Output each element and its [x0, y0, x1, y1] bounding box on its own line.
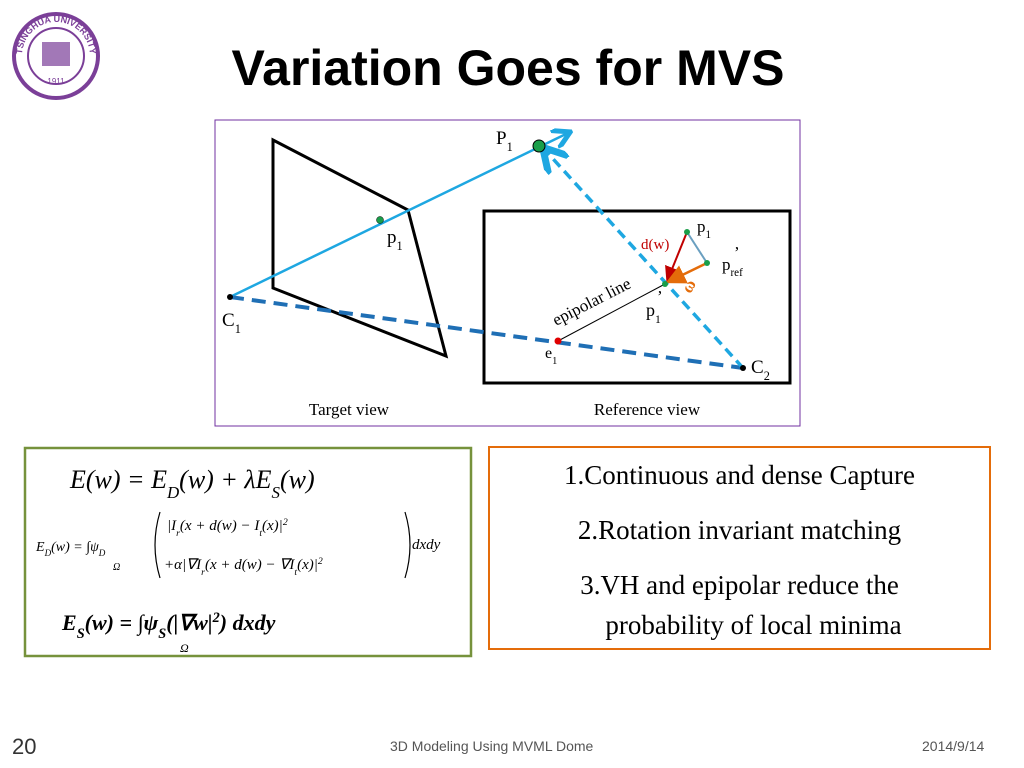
subscript: 1	[507, 140, 513, 154]
subscript: D	[44, 548, 52, 558]
label-e1: e1	[545, 345, 557, 367]
text-part: ) dxdy	[218, 610, 276, 635]
label-p1-prime: p1	[646, 300, 661, 326]
text-part: +α|∇I	[164, 557, 202, 573]
text-part: (|∇w|	[166, 610, 212, 635]
subscript: 1	[552, 356, 557, 367]
logo: TSINGHUA UNIVERSITY 1911	[12, 12, 100, 100]
diagram: P1 p1 C1 p1 d(w) pref ’ ω epipolar line …	[214, 119, 801, 427]
text-part: E(w) = E	[69, 465, 167, 494]
equation: |Ir(x + d(w) − It(x)|2	[167, 517, 288, 539]
page-number: 20	[12, 734, 37, 759]
equation: dxdy	[412, 537, 441, 553]
equations: E(w) = ED(w) + λES(w) ED(w) = ∫ψD Ω |Ir(…	[23, 446, 473, 658]
text-part: (x + d(w) − ∇I	[205, 557, 295, 573]
subscript: 1	[235, 322, 241, 336]
bullet-box: 1.Continuous and dense Capture 2.Rotatio…	[488, 446, 991, 650]
subscript: S	[77, 626, 85, 642]
label-c2: C2	[751, 357, 770, 383]
label-P1: P1	[496, 128, 513, 154]
label-c1: C1	[222, 310, 241, 336]
superscript: 2	[212, 610, 220, 626]
caption: Target view	[309, 400, 390, 419]
label-epipolar: epipolar line	[549, 274, 634, 330]
list-item: 1.Continuous and dense Capture	[564, 460, 915, 490]
subscript: D	[98, 548, 106, 558]
subscript: 1	[706, 229, 712, 241]
subscript: 1	[397, 239, 403, 253]
subscript: S	[158, 626, 166, 642]
text-part: p	[697, 217, 706, 236]
equation: E(w) = ED(w) + λES(w)	[69, 465, 315, 502]
subscript: D	[166, 483, 179, 502]
label-omega: ω	[677, 276, 700, 296]
label-p1: p1	[387, 227, 403, 253]
subscript: S	[272, 483, 281, 502]
footer-text: 3D Modeling Using MVML Dome	[390, 738, 594, 754]
list-item: 3.VH and epipolar reduce the	[580, 570, 899, 600]
footer-date: 2014/9/14	[922, 738, 985, 754]
subscript: r	[176, 528, 180, 539]
text-part: C	[751, 357, 764, 378]
text-part: |I	[167, 518, 177, 534]
text-part: (w) = ∫ψ	[51, 540, 99, 555]
logo-year: 1911	[47, 77, 65, 86]
text-part: p	[722, 255, 731, 274]
list-item: probability of local minima	[605, 610, 902, 640]
title: Variation Goes for MVS	[232, 40, 785, 96]
superscript: 2	[318, 556, 323, 567]
text-part: p	[646, 300, 655, 320]
subscript: 2	[764, 369, 770, 383]
text-part: C	[222, 310, 235, 331]
label-p1-ref: p1	[697, 217, 711, 241]
equation: ES(w) = ∫ψS(|∇w|2) dxdy	[61, 610, 276, 642]
label-dw: d(w)	[641, 237, 669, 253]
text-part: E	[35, 540, 45, 555]
text-part: P	[496, 128, 507, 149]
equation-sub: Ω	[113, 562, 120, 573]
label-pref: pref	[722, 255, 743, 279]
equation: ED(w) = ∫ψD	[35, 540, 106, 558]
text-part: (x + d(w) − I	[180, 518, 260, 534]
subscript: ref	[731, 267, 744, 279]
text-part: (w) = ∫ψ	[85, 610, 159, 636]
text-part: p	[387, 227, 397, 248]
text-part: (x)|	[262, 518, 283, 534]
subscript: 1	[655, 313, 661, 326]
text-part: E	[61, 610, 77, 635]
subscript: t	[294, 567, 297, 578]
superscript: 2	[283, 517, 288, 528]
subscript: r	[201, 567, 205, 578]
label-p1-prime-mark: ’	[657, 287, 663, 306]
text-part: e	[545, 345, 552, 362]
caption: Reference view	[594, 400, 701, 419]
text-part: (w)	[280, 465, 315, 494]
text-part: (x)|	[297, 557, 318, 573]
equation-sub: Ω	[180, 641, 189, 655]
subscript: t	[259, 528, 262, 539]
equation: +α|∇Ir(x + d(w) − ∇It(x)|2	[164, 556, 323, 578]
label-pref-prime: ’	[734, 243, 740, 262]
list-item: 2.Rotation invariant matching	[577, 515, 902, 545]
text-part: (w) + λE	[179, 465, 271, 494]
